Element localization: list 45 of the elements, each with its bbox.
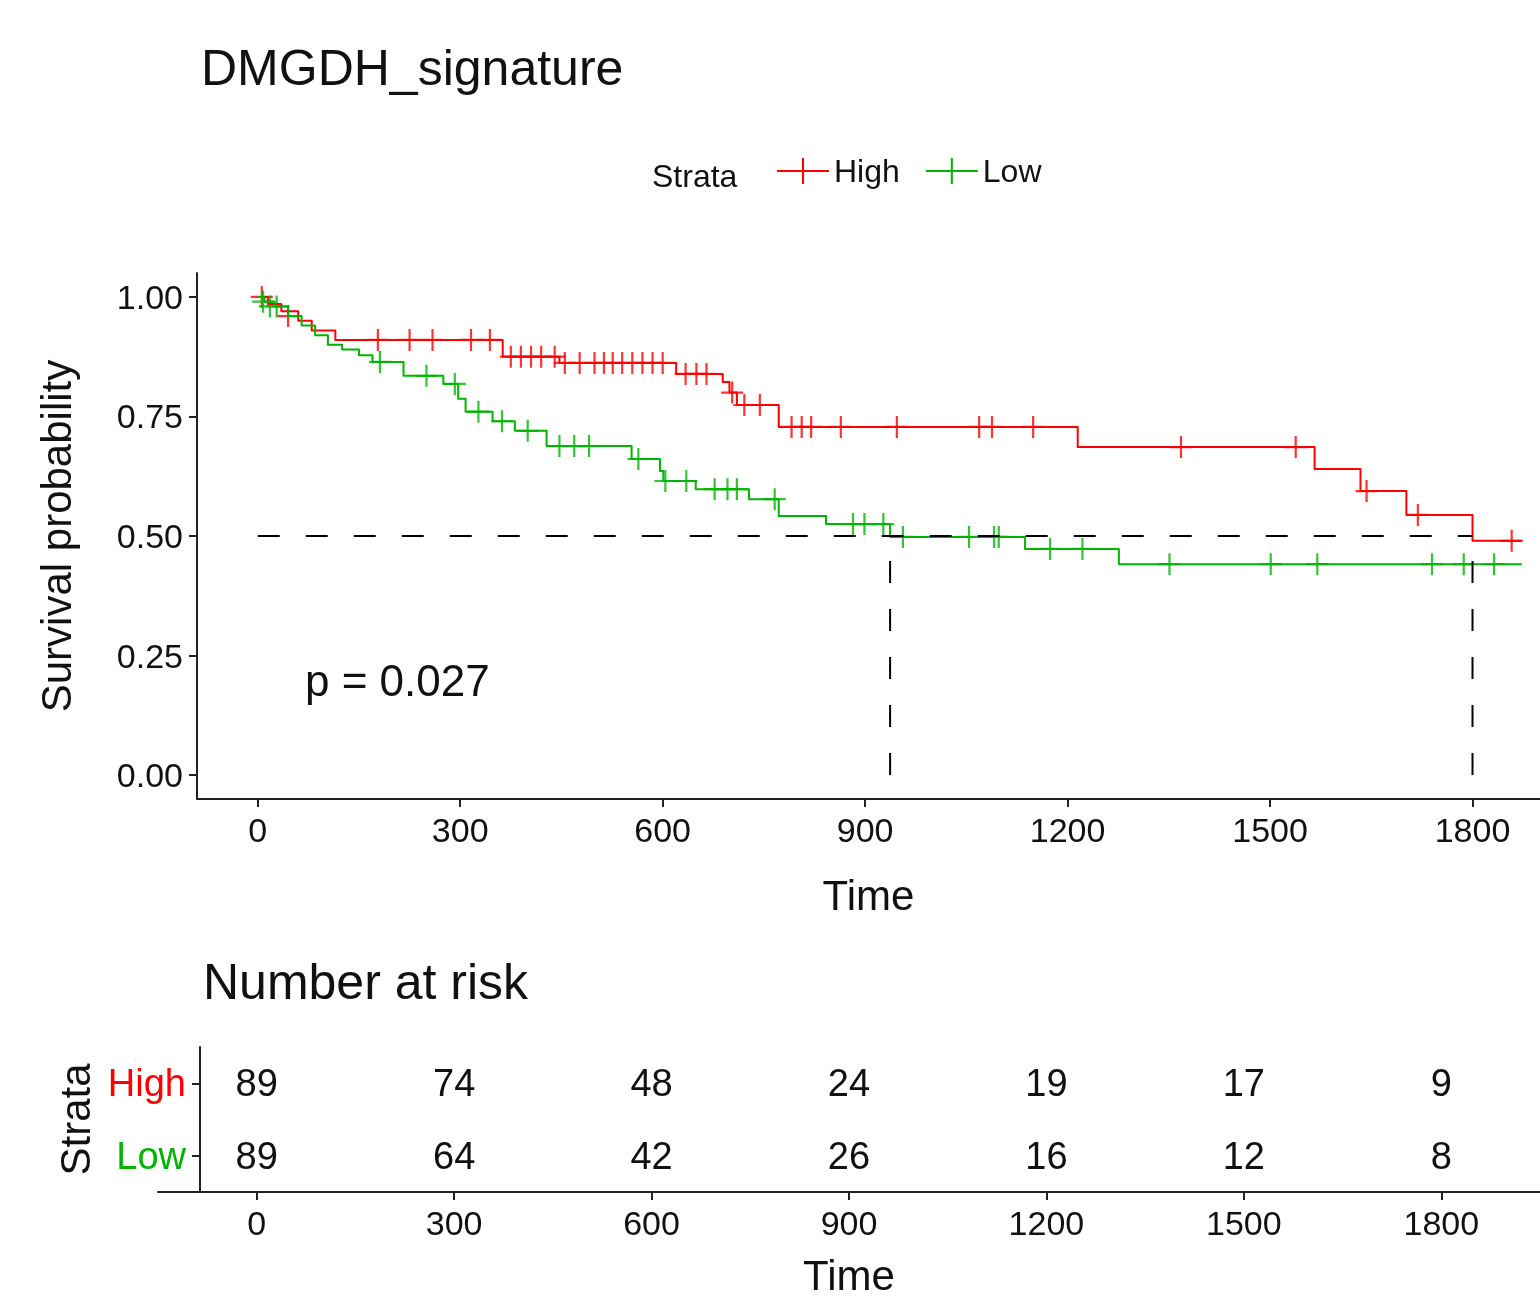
x-tick-label: 900 <box>836 811 894 849</box>
x-tick-label: 0 <box>247 1204 267 1242</box>
y-tick-label: 0.25 <box>116 636 183 675</box>
data-label: 89 <box>235 1134 278 1177</box>
y-tick-label: 0.75 <box>116 397 183 436</box>
x-axis-title: Time <box>803 1251 895 1299</box>
x-tick-label: 300 <box>431 811 489 849</box>
data-label: 74 <box>433 1062 476 1105</box>
x-tick-label: 1800 <box>1434 811 1511 849</box>
data-label: 42 <box>630 1134 673 1177</box>
data-label: 17 <box>1222 1062 1265 1105</box>
x-tick-label: 1800 <box>1403 1204 1480 1242</box>
y-tick-label: Low <box>116 1134 187 1177</box>
data-label: 8 <box>1430 1134 1452 1177</box>
x-tick-label: 0 <box>248 811 268 849</box>
y-tick-label: High <box>107 1062 186 1105</box>
chart-title: Number at risk <box>203 954 530 1010</box>
x-tick-label: 1500 <box>1232 811 1308 849</box>
legend-label: High <box>834 153 900 189</box>
data-label: 16 <box>1025 1134 1068 1177</box>
data-label: 9 <box>1430 1062 1452 1105</box>
y-axis-title: Strata <box>52 1062 100 1176</box>
chart-title: DMGDH_signature <box>201 40 624 96</box>
x-tick-label: 1200 <box>1008 1204 1085 1242</box>
data-label: 19 <box>1025 1062 1068 1105</box>
x-tick-label: 300 <box>425 1204 483 1242</box>
data-label: 48 <box>630 1062 673 1105</box>
x-tick-label: 1200 <box>1029 811 1106 849</box>
x-tick-label: 900 <box>820 1204 878 1242</box>
data-label: 89 <box>235 1062 278 1105</box>
y-tick-label: 0.50 <box>116 517 183 555</box>
y-tick-label: 0.00 <box>116 756 183 795</box>
y-tick-label: 1.00 <box>116 277 183 316</box>
x-tick-label: 600 <box>634 811 692 849</box>
data-label: 12 <box>1222 1134 1265 1177</box>
data-label: 64 <box>433 1134 476 1177</box>
legend-title: Strata <box>652 158 738 194</box>
x-tick-label: 1500 <box>1206 1204 1282 1242</box>
data-label: 26 <box>827 1134 871 1177</box>
x-tick-label: 600 <box>623 1204 680 1242</box>
data-label: 24 <box>827 1062 871 1105</box>
x-axis-title: Time <box>822 871 915 919</box>
legend-label: Low <box>982 153 1043 189</box>
annotation: p = 0.027 <box>305 655 490 705</box>
y-axis-title: Survival probability <box>32 359 80 713</box>
